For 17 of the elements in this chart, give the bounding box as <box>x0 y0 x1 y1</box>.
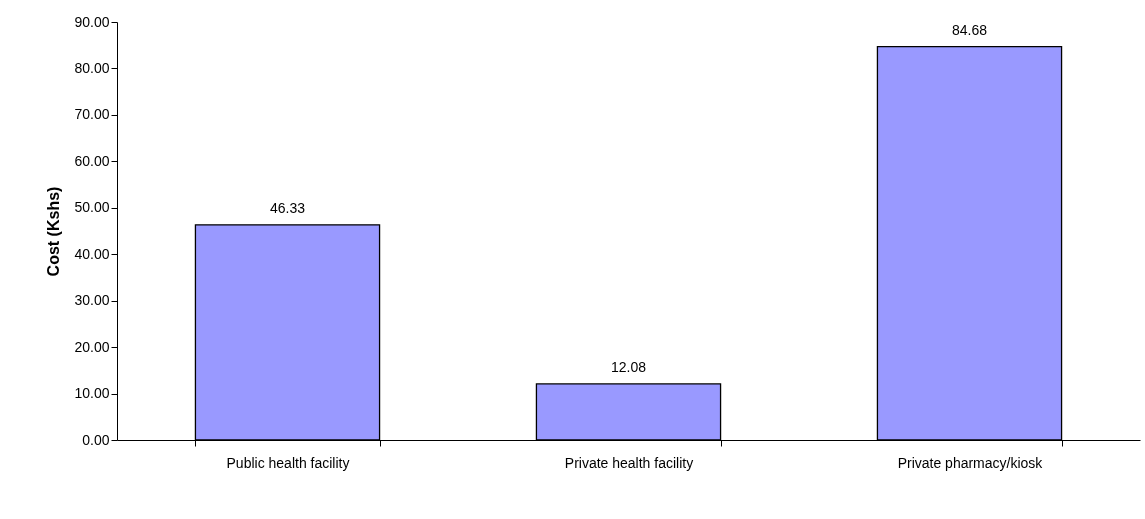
x-tick-label: Private pharmacy/kiosk <box>897 454 1044 471</box>
data-label: 84.68 <box>951 21 988 38</box>
y-tick-label: 60.00 <box>74 152 110 169</box>
y-tick-label: 70.00 <box>74 106 110 123</box>
y-tick-label: 20.00 <box>74 338 110 355</box>
y-tick-label: 0.00 <box>82 431 110 448</box>
y-tick-label: 30.00 <box>74 292 110 309</box>
y-tick-label: 90.00 <box>74 13 110 30</box>
y-tick-label: 40.00 <box>74 245 110 262</box>
data-label: 46.33 <box>269 199 306 216</box>
data-label: 12.08 <box>610 358 647 375</box>
y-tick-label: 10.00 <box>74 385 110 402</box>
x-tick-label: Private health facility <box>564 454 694 471</box>
y-tick-label: 50.00 <box>74 199 110 216</box>
y-axis-title: Cost (Kshs) <box>45 186 63 277</box>
y-tick-label: 80.00 <box>74 59 110 76</box>
x-tick-label: Public health facility <box>226 454 350 471</box>
